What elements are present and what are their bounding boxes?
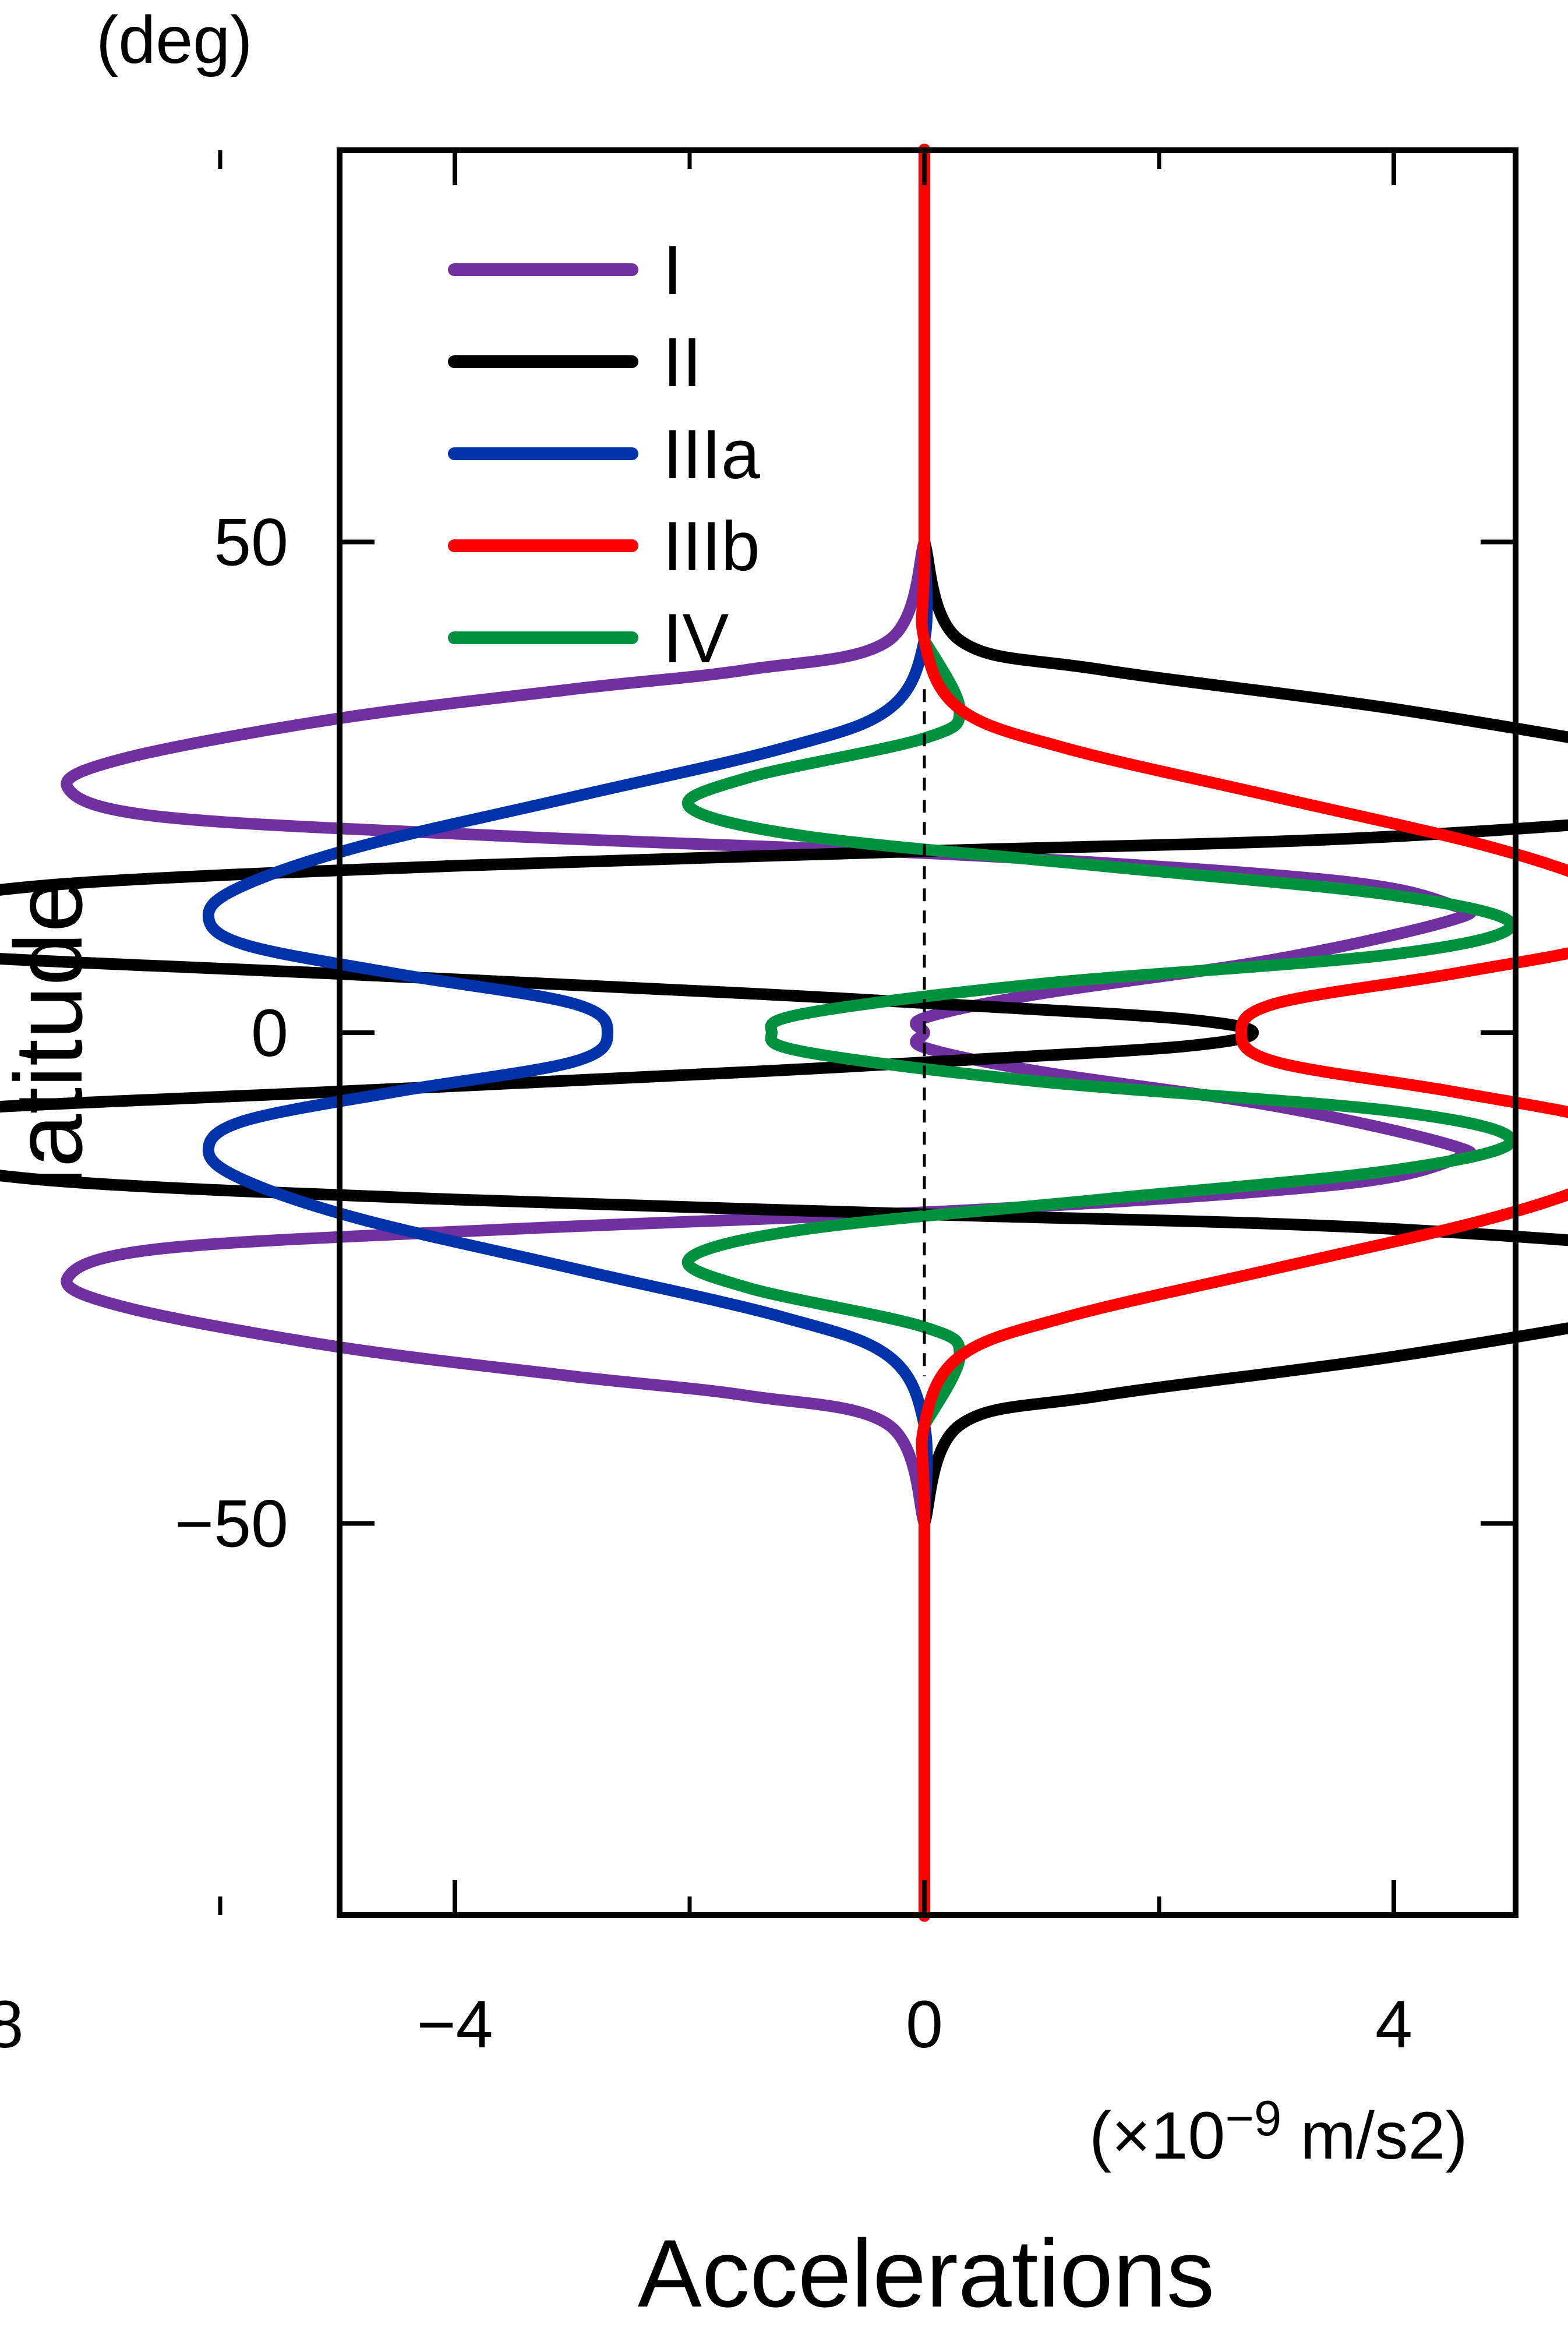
legend-label-iiia: IIIa xyxy=(663,415,760,493)
x-tick-label: 4 xyxy=(1375,1987,1412,2062)
series-line-iv xyxy=(681,634,1517,1431)
y-tick-label: 0 xyxy=(251,996,288,1071)
y-tick-label: 50 xyxy=(214,506,288,580)
legend-label-i: I xyxy=(663,231,682,309)
series-line-iiia xyxy=(202,536,933,1530)
x-tick-label: −4 xyxy=(416,1987,493,2062)
legend-label-iiib: IIIb xyxy=(663,507,760,585)
legend-label-ii: II xyxy=(663,323,702,401)
legend-label-iv: IV xyxy=(663,599,729,677)
series-line-ii xyxy=(0,536,1568,1530)
x-unit-label: (×10−9 m/s2) xyxy=(1089,2091,1468,2173)
y-unit-label: (deg) xyxy=(96,3,252,77)
series-line-iiib xyxy=(916,143,1568,1922)
x-axis-title: Accelerations xyxy=(638,2220,1214,2327)
x-unit-base: (×10 xyxy=(1089,2099,1225,2173)
x-tick-label: −8 xyxy=(0,1987,24,2062)
curves-layer xyxy=(0,143,1568,1922)
x-unit-exponent: −9 xyxy=(1225,2091,1281,2146)
x-tick-label: 0 xyxy=(906,1987,943,2062)
y-axis-title: latitude xyxy=(0,879,102,1189)
y-tick-label: −50 xyxy=(175,1487,288,1562)
x-unit-tail: m/s2) xyxy=(1281,2099,1467,2173)
